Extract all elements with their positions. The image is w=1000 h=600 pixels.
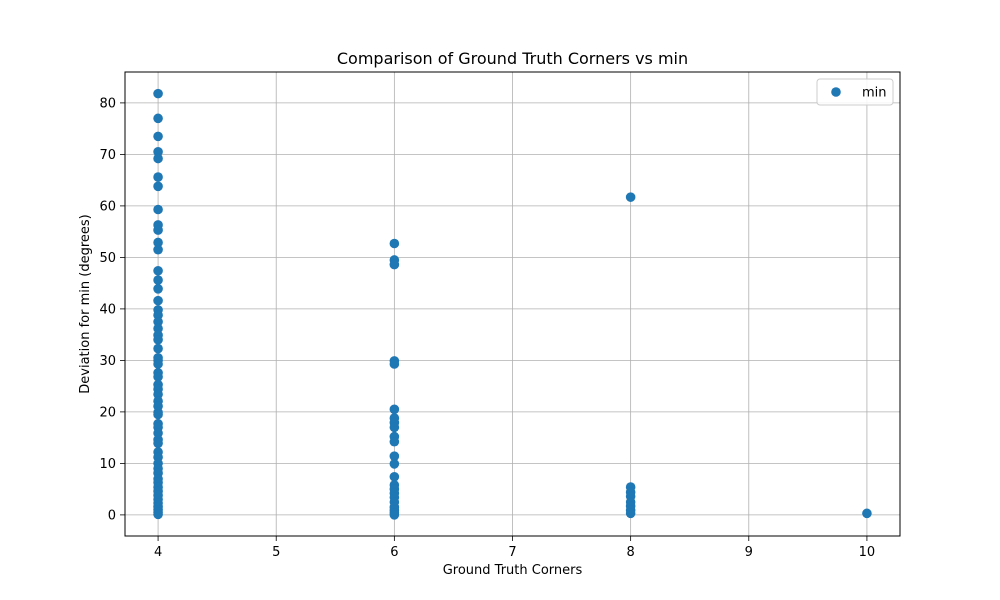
scatter-point bbox=[153, 275, 163, 285]
y-tick-label: 80 bbox=[99, 96, 116, 111]
y-axis-title: Deviation for min (degrees) bbox=[78, 214, 93, 393]
scatter-point bbox=[862, 508, 872, 519]
y-tick-label: 40 bbox=[99, 302, 116, 317]
scatter-point bbox=[153, 147, 163, 157]
y-tick-label: 50 bbox=[99, 251, 116, 266]
y-tick-label: 20 bbox=[99, 405, 116, 420]
x-tick-label: 9 bbox=[745, 545, 753, 560]
scatter-point bbox=[389, 471, 400, 482]
scatter-point bbox=[153, 172, 163, 182]
scatter-point bbox=[153, 131, 163, 142]
y-tick-label: 60 bbox=[99, 199, 116, 214]
legend-box bbox=[816, 78, 894, 106]
scatter-point bbox=[153, 372, 163, 382]
x-tick-label: 10 bbox=[859, 545, 876, 560]
legend: min bbox=[816, 78, 894, 106]
scatter-point bbox=[625, 508, 636, 519]
grid bbox=[125, 72, 900, 536]
scatter-point bbox=[389, 436, 400, 447]
scatter-point bbox=[153, 113, 163, 124]
x-tick-label: 8 bbox=[626, 545, 634, 560]
scatter-point bbox=[389, 259, 400, 270]
scatter-point bbox=[153, 204, 163, 215]
scatter-point bbox=[153, 438, 163, 449]
scatter-point bbox=[153, 310, 163, 320]
scatter-point bbox=[153, 428, 163, 438]
chart-title: Comparison of Ground Truth Corners vs mi… bbox=[337, 49, 688, 68]
scatter-point bbox=[153, 284, 163, 294]
scatter-point bbox=[153, 389, 163, 400]
scatter-point bbox=[153, 343, 163, 354]
y-tick-label: 70 bbox=[99, 148, 116, 163]
scatter-point bbox=[153, 244, 163, 255]
scatter-point bbox=[153, 509, 163, 520]
x-tick-label: 5 bbox=[272, 545, 280, 560]
y-tick-label: 10 bbox=[99, 457, 116, 472]
scatter-point bbox=[389, 422, 400, 433]
scatter-point bbox=[153, 225, 163, 235]
scatter-point bbox=[389, 451, 400, 461]
scatter-point bbox=[153, 153, 163, 164]
scatter-point bbox=[389, 359, 400, 369]
scatter-point bbox=[153, 181, 163, 192]
x-tick-label: 7 bbox=[508, 545, 516, 560]
scatter-point bbox=[153, 409, 163, 420]
scatter-point bbox=[625, 192, 636, 202]
scatter-point bbox=[389, 238, 400, 249]
scatter-point bbox=[153, 334, 163, 345]
scatter-point bbox=[153, 323, 163, 334]
x-axis-title: Ground Truth Corners bbox=[443, 563, 583, 578]
scatter-point bbox=[153, 265, 163, 276]
scatter-point bbox=[153, 359, 163, 369]
scatter-point bbox=[389, 510, 400, 520]
scatter-points bbox=[153, 88, 872, 520]
scatter-point bbox=[153, 88, 163, 99]
legend-label-min: min bbox=[862, 86, 887, 101]
legend-marker-min bbox=[831, 87, 841, 97]
scatter-point bbox=[389, 459, 400, 469]
y-tick-label: 30 bbox=[99, 354, 116, 369]
scatter-point bbox=[153, 316, 163, 327]
scatter-point bbox=[389, 404, 400, 415]
scatter-point bbox=[153, 295, 163, 306]
x-tick-label: 4 bbox=[154, 545, 162, 560]
scatter-point bbox=[153, 237, 163, 248]
axis-ticks: 4 5 6 7 8 9 10 0 10 20 30 40 50 60 70 80 bbox=[99, 96, 875, 560]
y-tick-label: 0 bbox=[108, 508, 116, 523]
x-tick-label: 6 bbox=[390, 545, 398, 560]
